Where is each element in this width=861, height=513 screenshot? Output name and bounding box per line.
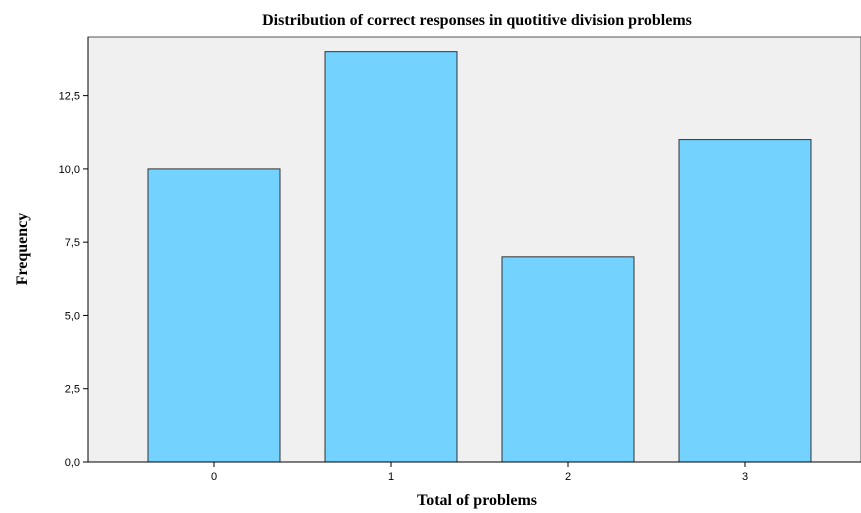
x-axis: 0 1 2 3 [88,461,861,483]
x-tick-label-1: 1 [388,471,394,483]
y-axis-label: Frequency [14,213,31,286]
y-tick-label-1: 2,5 [65,384,80,396]
x-tick-label-3: 3 [742,471,748,483]
x-axis-label: Total of problems [417,492,537,509]
x-tick-label-2: 2 [565,471,571,483]
y-tick-label-4: 10,0 [59,164,80,176]
bar-0 [147,168,281,463]
y-tick-label-0: 0,0 [65,457,80,469]
x-tick-label-0: 0 [211,471,217,483]
y-tick-label-2: 5,0 [65,310,80,322]
bar-3 [678,139,812,463]
bar-1 [324,51,458,463]
bars-group [147,51,812,463]
bar-2 [501,256,635,463]
chart-title: Distribution of correct responses in quo… [262,12,692,29]
y-axis: 0,0 2,5 5,0 7,5 10,0 12,5 [59,37,89,469]
y-tick-label-3: 7,5 [65,237,80,249]
y-tick-label-5: 12,5 [59,91,80,103]
